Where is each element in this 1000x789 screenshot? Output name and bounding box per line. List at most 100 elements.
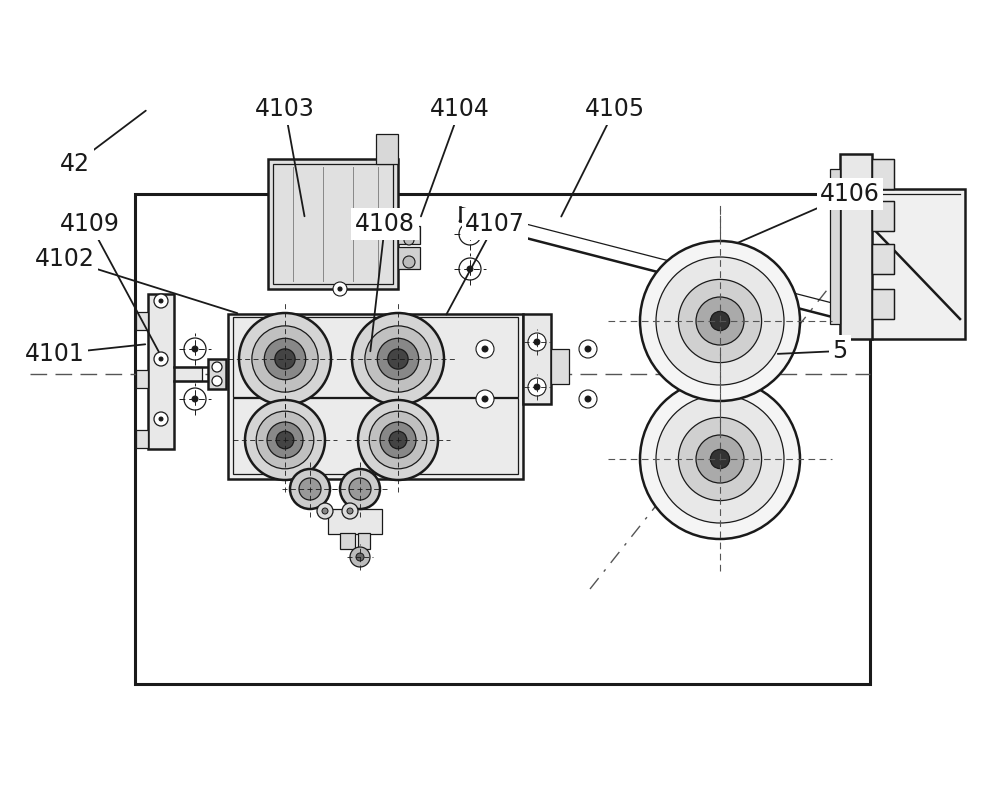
Circle shape: [389, 432, 407, 449]
Circle shape: [159, 357, 163, 361]
Text: 4109: 4109: [60, 212, 120, 236]
Circle shape: [267, 422, 303, 458]
Circle shape: [459, 258, 481, 280]
Circle shape: [710, 450, 730, 469]
Circle shape: [678, 417, 762, 500]
Circle shape: [640, 241, 800, 401]
Bar: [174, 367, 202, 381]
Bar: [551, 349, 569, 384]
Circle shape: [212, 362, 222, 372]
Bar: [148, 294, 174, 449]
Bar: [872, 159, 894, 189]
Text: 4108: 4108: [355, 212, 415, 236]
Circle shape: [350, 547, 370, 567]
Circle shape: [322, 508, 328, 514]
Bar: [872, 201, 894, 231]
Circle shape: [696, 435, 744, 483]
Bar: [398, 226, 420, 244]
Circle shape: [534, 339, 540, 345]
Text: 4106: 4106: [820, 182, 880, 206]
Circle shape: [579, 390, 597, 408]
Circle shape: [467, 231, 473, 237]
Circle shape: [377, 338, 419, 380]
Circle shape: [276, 432, 294, 449]
Bar: [870, 189, 965, 339]
Bar: [340, 533, 355, 549]
Circle shape: [476, 390, 494, 408]
Bar: [398, 247, 420, 269]
Circle shape: [299, 478, 321, 500]
Circle shape: [656, 395, 784, 523]
Circle shape: [340, 469, 380, 509]
Text: 4107: 4107: [465, 212, 525, 236]
Circle shape: [579, 340, 597, 358]
Circle shape: [154, 412, 168, 426]
Circle shape: [369, 411, 427, 469]
Circle shape: [264, 338, 306, 380]
Circle shape: [710, 312, 730, 331]
Circle shape: [403, 256, 415, 268]
Bar: [872, 289, 894, 319]
Circle shape: [352, 313, 444, 405]
Bar: [233, 398, 518, 474]
Circle shape: [338, 287, 342, 291]
Circle shape: [192, 346, 198, 352]
Circle shape: [290, 469, 330, 509]
Bar: [136, 370, 148, 388]
Circle shape: [256, 411, 314, 469]
Circle shape: [184, 388, 206, 410]
Circle shape: [388, 349, 408, 369]
Circle shape: [528, 378, 546, 396]
Circle shape: [482, 396, 488, 402]
Circle shape: [239, 313, 331, 405]
Circle shape: [404, 235, 414, 245]
Circle shape: [459, 223, 481, 245]
Circle shape: [342, 503, 358, 519]
Text: 4103: 4103: [255, 97, 315, 121]
Text: 4104: 4104: [430, 97, 490, 121]
Circle shape: [476, 340, 494, 358]
Circle shape: [317, 503, 333, 519]
Circle shape: [696, 297, 744, 345]
Bar: [872, 289, 894, 319]
Bar: [830, 169, 840, 324]
Text: 4105: 4105: [585, 97, 645, 121]
Circle shape: [275, 349, 295, 369]
Text: 4102: 4102: [35, 247, 95, 271]
Circle shape: [356, 553, 364, 561]
Circle shape: [212, 376, 222, 386]
Bar: [376, 134, 398, 164]
Circle shape: [467, 266, 473, 272]
Circle shape: [252, 326, 318, 392]
Circle shape: [333, 282, 347, 296]
Circle shape: [365, 326, 431, 392]
Circle shape: [678, 279, 762, 363]
Bar: [136, 430, 148, 448]
Circle shape: [349, 478, 371, 500]
Circle shape: [528, 333, 546, 351]
Bar: [208, 359, 226, 389]
Bar: [840, 154, 872, 339]
Text: 4101: 4101: [25, 342, 85, 366]
Bar: [273, 164, 393, 284]
Circle shape: [192, 396, 198, 402]
Bar: [872, 201, 894, 231]
Circle shape: [159, 299, 163, 303]
Bar: [328, 509, 382, 534]
Circle shape: [358, 400, 438, 480]
Circle shape: [184, 338, 206, 360]
Circle shape: [159, 417, 163, 421]
Circle shape: [585, 396, 591, 402]
Text: 42: 42: [60, 152, 90, 176]
Bar: [872, 159, 894, 189]
Circle shape: [640, 379, 800, 539]
Bar: [358, 533, 370, 549]
Bar: [268, 159, 398, 289]
Bar: [135, 194, 870, 684]
Bar: [233, 317, 518, 397]
Bar: [228, 314, 523, 479]
Circle shape: [585, 346, 591, 352]
Circle shape: [656, 257, 784, 385]
Bar: [523, 314, 551, 404]
Circle shape: [245, 400, 325, 480]
